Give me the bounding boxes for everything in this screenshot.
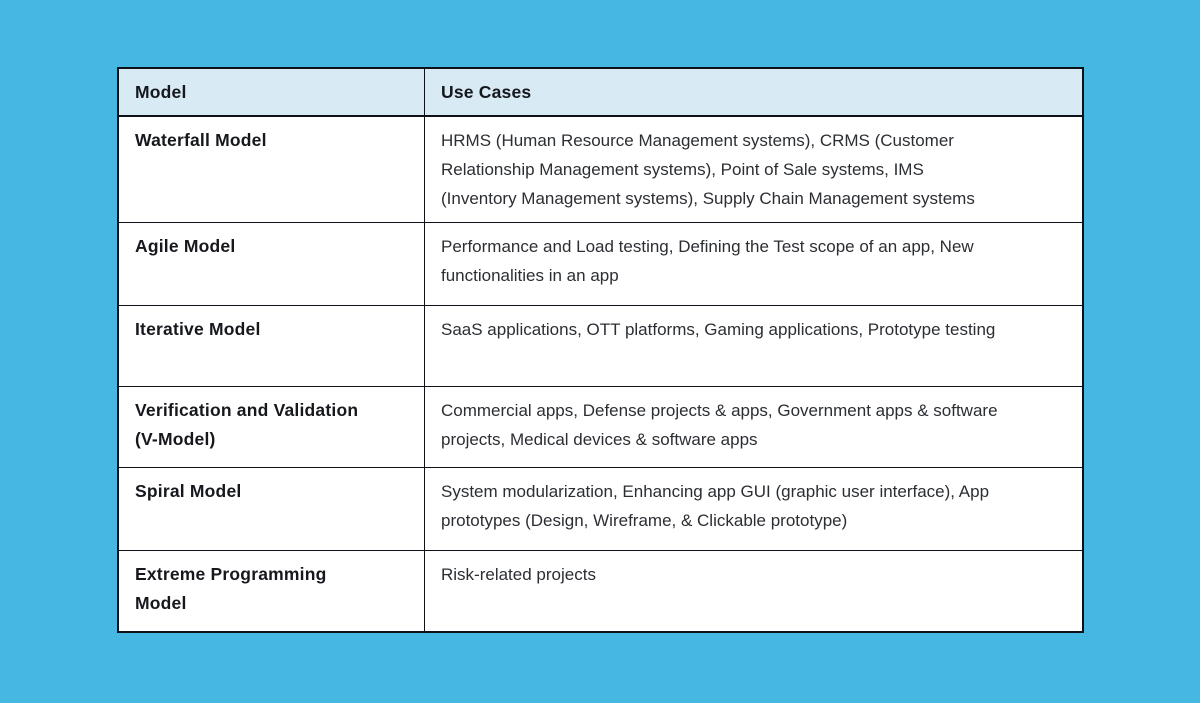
table-row-iterative: Iterative Model SaaS applications, OTT p… — [119, 305, 1082, 386]
model-name: Extreme Programming Model — [135, 564, 327, 613]
use-cases-text: SaaS applications, OTT platforms, Gaming… — [424, 306, 1082, 386]
table-row-waterfall: Waterfall Model HRMS (Human Resource Man… — [119, 117, 1082, 222]
model-name: Agile Model — [135, 236, 236, 256]
model-name: Verification and Validation (V-Model) — [135, 400, 359, 449]
table-row-v-model: Verification and Validation (V-Model) Co… — [119, 386, 1082, 467]
model-name: Spiral Model — [135, 481, 242, 501]
models-use-cases-table: Model Use Cases Waterfall Model HRMS (Hu… — [117, 67, 1084, 633]
table-header-row: Model Use Cases — [119, 69, 1082, 117]
column-header-use-cases: Use Cases — [424, 69, 1082, 115]
model-name: Iterative Model — [135, 319, 261, 339]
use-cases-text: HRMS (Human Resource Management systems)… — [424, 117, 1082, 222]
use-cases-text: Performance and Load testing, Defining t… — [424, 223, 1082, 305]
table-row-extreme-programming: Extreme Programming Model Risk-related p… — [119, 550, 1082, 631]
use-cases-text: Risk-related projects — [424, 551, 1082, 631]
use-cases-text: Commercial apps, Defense projects & apps… — [424, 387, 1082, 467]
table-row-agile: Agile Model Performance and Load testing… — [119, 222, 1082, 305]
column-header-model: Model — [135, 81, 187, 102]
use-cases-text: System modularization, Enhancing app GUI… — [424, 468, 1082, 550]
table-row-spiral: Spiral Model System modularization, Enha… — [119, 467, 1082, 550]
model-name: Waterfall Model — [135, 130, 267, 150]
